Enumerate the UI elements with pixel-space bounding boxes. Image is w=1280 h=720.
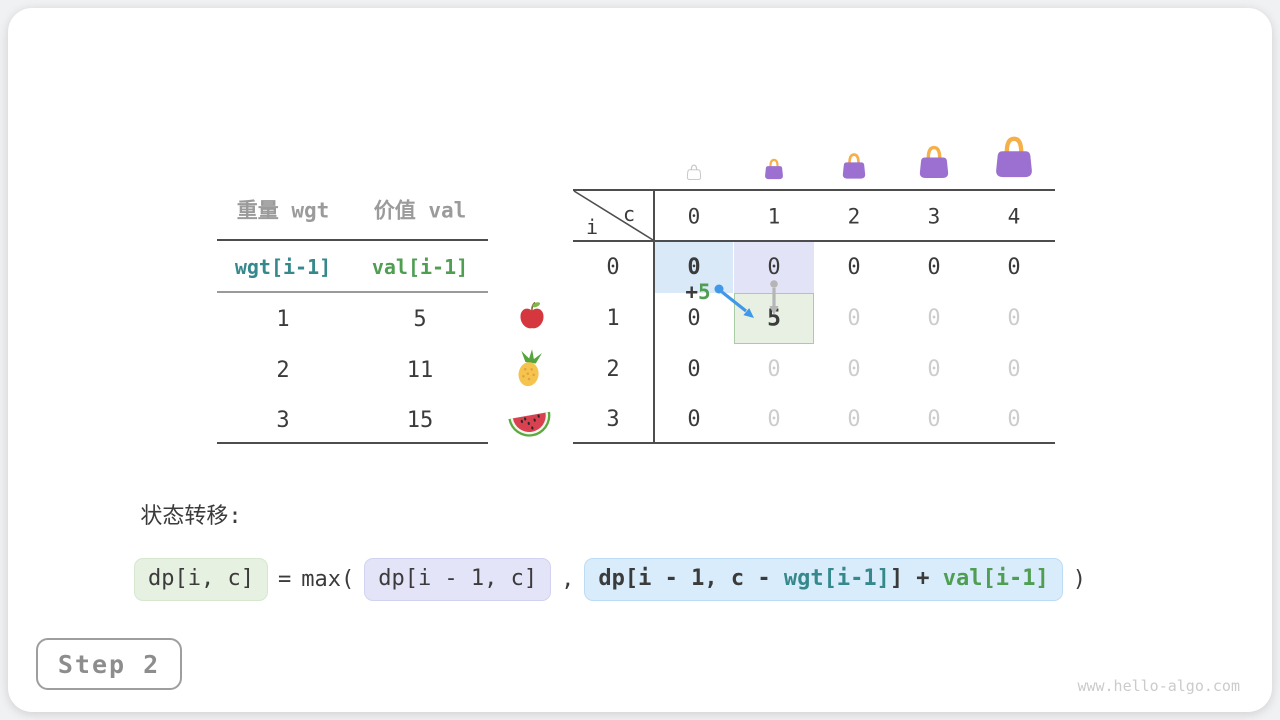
items-table-header-rule (217, 239, 488, 241)
dp-cell-3-0: 0 (687, 407, 701, 432)
dp-row-header-3: 3 (606, 407, 620, 432)
formula-max-open: max( (301, 566, 355, 592)
items-table-bottom-rule (217, 442, 488, 444)
dp-cell-2-3: 0 (927, 357, 941, 382)
formula-arg2-prefix: dp[i - 1, c - (598, 566, 784, 591)
dp-col-header-3: 3 (927, 204, 941, 229)
step-badge-label: Step 2 (57, 649, 161, 679)
cell-highlight-current-col0 (654, 241, 733, 293)
dp-cell-0-3: 0 (927, 255, 941, 280)
dp-cell-1-3: 0 (927, 306, 941, 331)
plus-sign: + (685, 280, 698, 304)
state-transition-label: 状态转移: (140, 504, 242, 529)
dp-cell-3-4: 0 (1007, 407, 1021, 432)
dp-cell-1-0: 0 (687, 306, 701, 331)
formula-arg2-bracket: ] + (889, 566, 943, 591)
bag-capacity-2-icon (842, 153, 866, 179)
watermelon-icon (508, 411, 551, 437)
formula-equals: = (277, 566, 292, 592)
dp-row-header-1: 1 (606, 306, 620, 331)
dp-col-header-1: 1 (767, 204, 781, 229)
dp-cell-3-1: 0 (767, 407, 781, 432)
item-2-weight: 2 (276, 358, 290, 383)
dp-row-header-0: 0 (606, 255, 620, 280)
dp-cell-1-2: 0 (847, 306, 861, 331)
dp-cell-0-0: 0 (687, 255, 701, 280)
dp-table-header-rule (573, 240, 1055, 242)
item-2-value: 11 (406, 358, 434, 383)
item-3-weight: 3 (276, 408, 290, 433)
formula-comma: , (561, 566, 575, 592)
dp-cell-1-1: 5 (767, 305, 781, 332)
transfer-gain-annotation: +5 (681, 282, 715, 303)
dp-row-header-2: 2 (606, 357, 620, 382)
dp-col-header-4: 4 (1007, 204, 1021, 229)
dp-cell-2-0: 0 (687, 357, 701, 382)
dp-table-bottom-rule (573, 442, 1055, 444)
dp-cell-2-2: 0 (847, 357, 861, 382)
dp-cell-3-3: 0 (927, 407, 941, 432)
items-value-header: 价值 val (373, 198, 467, 223)
items-value-var: val[i-1] (371, 255, 469, 279)
apple-icon (520, 302, 544, 329)
dp-col-header-0: 0 (687, 204, 701, 229)
formula-arg1-box: dp[i - 1, c] (364, 558, 552, 601)
dp-corner-col-var: c (622, 202, 636, 226)
bag-capacity-0-icon (686, 164, 702, 181)
formula-lhs-box: dp[i, c] (134, 558, 268, 601)
bag-capacity-3-icon (919, 145, 949, 178)
formula-close-paren: ) (1072, 566, 1087, 592)
dp-table-top-rule (573, 189, 1055, 191)
item-3-value: 15 (406, 408, 434, 433)
dp-cell-0-2: 0 (847, 255, 861, 280)
items-weight-var: wgt[i-1] (234, 255, 332, 279)
formula-arg2-val: val[i-1] (942, 566, 1049, 591)
dp-cell-3-2: 0 (847, 407, 861, 432)
step-badge: Step 2 (36, 638, 182, 690)
formula-arg2-wgt: wgt[i-1] (783, 566, 890, 591)
item-1-weight: 1 (276, 307, 290, 332)
state-transition-formula: dp[i, c] = max( dp[i - 1, c] , dp[i - 1,… (134, 558, 1086, 601)
dp-cell-0-4: 0 (1007, 255, 1021, 280)
dp-cell-2-1: 0 (767, 357, 781, 382)
item-1-value: 5 (413, 307, 427, 332)
formula-arg2-box: dp[i - 1, c - wgt[i-1]] + val[i-1] (584, 558, 1063, 601)
items-table-mid-rule (217, 291, 488, 293)
watermark: www.hello-algo.com (1077, 677, 1240, 695)
bag-capacity-4-icon (996, 136, 1032, 178)
gain-value: 5 (698, 280, 711, 304)
figure-card (8, 8, 1272, 712)
dp-col-header-2: 2 (847, 204, 861, 229)
dp-table-vertical-rule (653, 189, 655, 444)
dp-corner-row-var: i (585, 215, 599, 239)
pineapple-icon (518, 349, 543, 387)
bag-capacity-1-icon (765, 158, 783, 180)
dp-cell-2-4: 0 (1007, 357, 1021, 382)
dp-cell-1-4: 0 (1007, 306, 1021, 331)
dp-cell-0-1: 0 (767, 255, 781, 280)
items-weight-header: 重量 wgt (236, 198, 330, 223)
